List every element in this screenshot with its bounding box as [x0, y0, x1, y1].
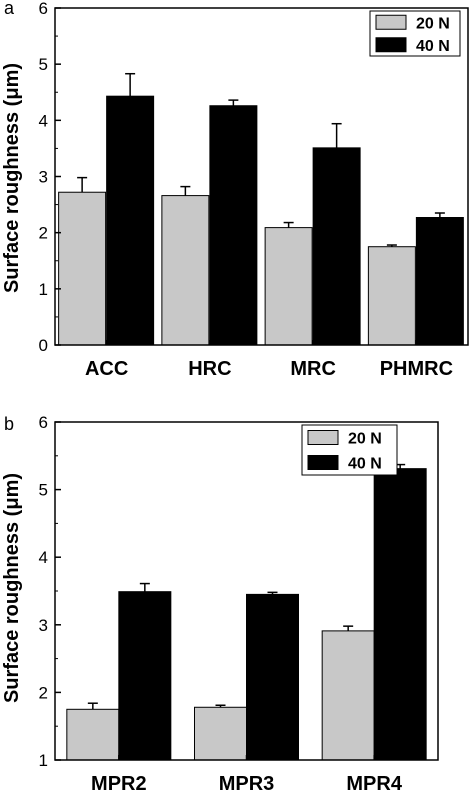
bar — [118, 591, 172, 761]
x-tick-label: MRC — [290, 358, 336, 380]
y-tick-label: 3 — [39, 616, 48, 635]
y-tick-label: 1 — [39, 280, 48, 299]
x-tick-label: PHMRC — [380, 358, 453, 380]
legend-swatch — [307, 455, 339, 470]
y-tick-label: 3 — [39, 168, 48, 187]
bar — [264, 227, 313, 346]
legend-swatch — [375, 37, 407, 53]
panel-a: a Surface roughness (μm) 0 1 2 3 4 5 6 ACC HRC MR… — [1, 0, 469, 380]
y-axis-title: Surface roughness (μm) — [1, 63, 23, 293]
legend-label: 40 N — [348, 456, 382, 473]
bar — [246, 593, 299, 761]
x-tick-label: HRC — [188, 358, 231, 380]
y-tick-label: 2 — [39, 224, 48, 243]
y-tick-label: 0 — [39, 336, 48, 355]
y-tick-label: 2 — [39, 683, 48, 702]
y-axis-title: Surface roughness (μm) — [1, 473, 23, 703]
y-tick-label: 1 — [39, 751, 48, 770]
x-tick-label: MPR2 — [91, 773, 147, 792]
y-tick-label: 6 — [39, 0, 48, 18]
x-tick-label: MPR4 — [346, 773, 402, 792]
bar — [194, 706, 247, 761]
y-tick-label: 4 — [39, 111, 48, 130]
bar — [321, 630, 375, 761]
bar — [373, 468, 427, 761]
y-tick-label: 6 — [39, 413, 48, 432]
bar — [66, 708, 120, 761]
x-tick-label: ACC — [85, 358, 128, 380]
panel-letter: b — [4, 414, 14, 434]
legend-label: 40 N — [416, 38, 450, 55]
bar — [58, 191, 107, 346]
panel-letter: a — [4, 0, 15, 18]
legend-label: 20 N — [416, 15, 450, 32]
bar — [209, 105, 258, 346]
y-tick-label: 5 — [39, 55, 48, 74]
x-tick-label: MPR3 — [219, 773, 275, 792]
bar — [106, 95, 155, 346]
bar — [415, 217, 464, 346]
y-tick-label: 4 — [39, 548, 48, 567]
bar — [367, 246, 416, 346]
bar — [312, 147, 361, 346]
legend-swatch — [375, 14, 407, 30]
legend-swatch — [307, 430, 339, 445]
bar — [161, 195, 210, 346]
legend-label: 20 N — [348, 431, 382, 448]
y-tick-label: 5 — [39, 481, 48, 500]
panel-b: b Surface roughness (μm) 1 2 3 4 5 6 MPR2 MPR3 M… — [1, 413, 439, 792]
